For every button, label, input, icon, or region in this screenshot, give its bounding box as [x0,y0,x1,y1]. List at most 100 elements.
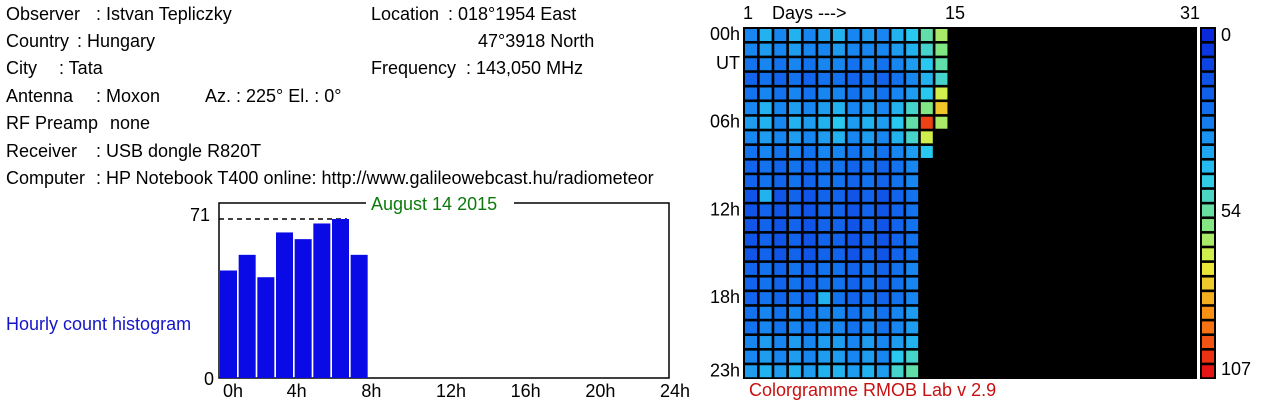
colorgramme-cell [847,72,860,85]
colorgramme-cell [862,336,875,349]
colorgramme-cell [818,204,831,217]
colorgramme-cell [935,87,948,100]
colorgramme-cell [876,116,889,129]
colorgramme-cell [891,262,904,275]
observer-value: : Istvan Tepliczky [96,4,232,24]
city-label: City [6,58,37,78]
colorgramme-cell [862,292,875,305]
colorgramme-cell [920,29,933,41]
colorgramme-cell [935,58,948,71]
colorgramme-cell [745,189,757,202]
colorbar-cell [1202,116,1214,129]
colorgramme-cell [891,233,904,246]
colorgramme-cell [832,29,845,41]
colorgramme-cell [818,43,831,56]
histogram-bar [332,219,349,378]
colorgramme-cell [788,58,801,71]
colorgramme-cell [774,131,787,144]
colorgramme-cell [745,102,757,115]
colorgramme-cell [788,131,801,144]
colorgramme-cell [818,175,831,188]
colorgramme-cell [803,321,816,334]
antenna-label: Antenna [6,86,74,106]
colorgramme-cell [803,306,816,319]
colorgramme-cell [876,321,889,334]
colorgramme-cell [788,350,801,363]
colorgramme-cell [774,43,787,56]
colorgramme-cell [862,29,875,41]
colorgramme-cell [745,145,757,158]
histogram-x-tick-label: 16h [511,381,541,401]
colorgramme-cell [774,29,787,41]
colorgramme-cell [788,189,801,202]
colorgramme-cell [891,306,904,319]
colorgramme-x-end-label: 31 [1180,3,1200,23]
colorgramme-cell [862,72,875,85]
colorgramme-cell [745,277,757,290]
colorgramme-cell [759,204,772,217]
colorgramme-cell [788,145,801,158]
colorbar-cell [1202,262,1214,275]
colorgramme-cell [876,350,889,363]
histogram-x-ticks: 0h 4h 8h 12h 16h 20h 24h [223,381,690,401]
colorgramme-cell [906,336,919,349]
colorgramme-cell [745,43,757,56]
colorgramme-cell [847,58,860,71]
preamp-value: none [110,113,151,133]
colorgramme-cell [759,29,772,41]
receiver-label: Receiver [6,141,78,161]
colorgramme-cell [818,29,831,41]
colorgramme-cell [818,102,831,115]
colorgramme-cell [847,262,860,275]
colorgramme-cell [745,131,757,144]
colorgramme-cell [847,116,860,129]
colorgramme-cell [876,204,889,217]
colorgramme-cell [862,204,875,217]
histogram-bar [238,254,256,378]
colorgramme-cell [832,116,845,129]
colorgramme-cell [788,219,801,232]
colorgramme-cell [818,233,831,246]
colorgramme-cell [818,160,831,173]
colorgramme-cell [832,321,845,334]
colorgramme-cell [876,72,889,85]
colorgramme-cell [818,248,831,261]
colorgramme-cell [774,321,787,334]
colorgramme-cell [788,29,801,41]
colorgramme-cell [862,233,875,246]
colorgramme-cell [803,292,816,305]
colorgramme-cell [876,189,889,202]
colorgramme-cell [759,72,772,85]
colorgramme-cell [774,116,787,129]
histogram-x-tick-label: 12h [436,381,466,401]
colorgramme-cell [920,145,933,158]
colorgramme-cell [847,306,860,319]
colorgramme-cell [832,306,845,319]
colorgramme-x-start-label: 1 [743,3,753,23]
colorgramme-cell [788,43,801,56]
colorgramme-cell [876,336,889,349]
colorgramme-cell [759,306,772,319]
colorgramme-cell [906,102,919,115]
colorgramme-cell [803,233,816,246]
colorgramme-cell [774,365,787,378]
colorgramme-cell [803,350,816,363]
colorgramme-cell [891,87,904,100]
colorgramme-cell [803,365,816,378]
colorgramme-cell [788,277,801,290]
colorgramme-cell [862,58,875,71]
colorgramme-cell [774,248,787,261]
colorgramme-cell [847,204,860,217]
colorgramme-cell [920,102,933,115]
colorgramme-cell [906,72,919,85]
colorgramme-cell [862,248,875,261]
colorgramme-cell [832,219,845,232]
colorgramme-cell [788,233,801,246]
colorgramme-cell [847,277,860,290]
colorgramme-cell [847,131,860,144]
colorgramme-cell [847,292,860,305]
histogram-x-tick-label: 20h [585,381,615,401]
colorgramme-cell [788,175,801,188]
colorbar-cell [1202,336,1214,349]
colorgramme-cell [906,306,919,319]
